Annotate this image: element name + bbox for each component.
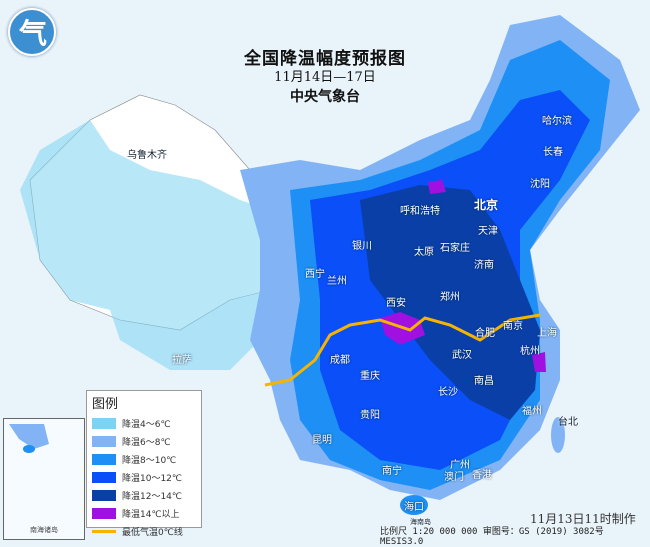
region-14-plus bbox=[428, 180, 446, 194]
legend-item: 降温12～14℃ bbox=[87, 486, 201, 504]
region-14-plus bbox=[532, 352, 546, 372]
region-4-6 bbox=[20, 120, 290, 370]
city-label: 拉萨 bbox=[172, 355, 192, 366]
legend-item: 降温14℃以上 bbox=[87, 504, 201, 522]
city-label: 南京 bbox=[503, 321, 523, 332]
city-label: 太原 bbox=[414, 247, 434, 258]
city-label: 昆明 bbox=[312, 435, 332, 446]
legend-title: 图例 bbox=[92, 397, 119, 412]
city-label: 海南岛 bbox=[410, 518, 431, 526]
legend-label: 降温6～8℃ bbox=[122, 437, 171, 448]
city-label: 贵阳 bbox=[360, 410, 380, 421]
city-label: 郑州 bbox=[440, 292, 460, 303]
legend-line bbox=[92, 529, 116, 533]
city-label: 广州 bbox=[450, 460, 470, 471]
inset-label: 南海诸岛 bbox=[30, 526, 58, 534]
city-label: 南宁 bbox=[382, 466, 402, 477]
city-label: 上海 bbox=[537, 328, 557, 339]
city-label: 福州 bbox=[522, 406, 542, 417]
city-label: 沈阳 bbox=[530, 179, 550, 190]
city-label: 杭州 bbox=[520, 346, 540, 357]
city-label: 银川 bbox=[352, 241, 372, 252]
legend-swatch bbox=[92, 435, 116, 447]
legend-label: 降温14℃以上 bbox=[122, 509, 180, 520]
taiwan-island bbox=[551, 417, 565, 453]
south-china-sea-inset: 南海诸岛 bbox=[3, 418, 85, 540]
city-label: 合肥 bbox=[475, 328, 495, 339]
legend-item: 降温8～10℃ bbox=[87, 450, 201, 468]
city-label: 澳门 bbox=[444, 472, 464, 483]
city-label: 乌鲁木齐 bbox=[127, 150, 167, 161]
city-label: 哈尔滨 bbox=[542, 116, 572, 127]
city-label: 武汉 bbox=[452, 350, 472, 361]
city-label: 长春 bbox=[543, 147, 563, 158]
inset-map bbox=[9, 424, 49, 453]
city-label: 石家庄 bbox=[440, 243, 470, 254]
city-label: 济南 bbox=[474, 260, 494, 271]
city-label: 兰州 bbox=[327, 276, 347, 287]
legend-label: 最低气温0℃线 bbox=[122, 527, 183, 538]
legend-swatch bbox=[92, 471, 116, 483]
legend-item: 降温10～12℃ bbox=[87, 468, 201, 486]
cma-logo: 气 bbox=[8, 8, 56, 56]
city-label: 天津 bbox=[478, 226, 498, 237]
city-label: 呼和浩特 bbox=[400, 206, 440, 217]
legend-item: 降温6～8℃ bbox=[87, 432, 201, 450]
region-12-14 bbox=[360, 185, 540, 420]
city-label: 成都 bbox=[330, 355, 350, 366]
zero-degree-line bbox=[264, 313, 541, 387]
city-label: 重庆 bbox=[360, 371, 380, 382]
city-label: 长沙 bbox=[438, 387, 458, 398]
legend-item: 降温4～6℃ bbox=[87, 414, 201, 432]
legend-swatch bbox=[92, 453, 116, 465]
made-time: 11月13日11时制作 bbox=[530, 512, 636, 526]
city-label: 西宁 bbox=[305, 269, 325, 280]
map-title: 全国降温幅度预报图 bbox=[244, 49, 406, 69]
city-label: 香港 bbox=[472, 470, 492, 481]
legend-swatch bbox=[92, 417, 116, 429]
legend-item: 最低气温0℃线 bbox=[87, 522, 201, 540]
legend-swatch bbox=[92, 489, 116, 501]
city-label: 西安 bbox=[386, 298, 406, 309]
legend-label: 降温8～10℃ bbox=[122, 455, 177, 466]
hainan-island bbox=[400, 495, 428, 515]
legend: 图例 降温4～6℃ 降温6～8℃ 降温8～10℃ 降温10～12℃ 降温12～1… bbox=[86, 390, 202, 538]
city-label: 北京 bbox=[474, 198, 499, 212]
footer-scale-approval: 比例尺 1:20 000 000 审图号：GS (2019) 3082号 MES… bbox=[380, 527, 604, 547]
city-label: 台北 bbox=[558, 417, 578, 428]
legend-swatch bbox=[92, 507, 116, 519]
date-range: 11月14日—17日 bbox=[274, 70, 376, 85]
city-label: 海口 bbox=[404, 502, 424, 513]
legend-label: 降温10～12℃ bbox=[122, 473, 183, 484]
issuer: 中央气象台 bbox=[290, 89, 360, 105]
legend-label: 降温12～14℃ bbox=[122, 491, 183, 502]
legend-label: 降温4～6℃ bbox=[122, 419, 171, 430]
city-label: 南昌 bbox=[474, 376, 494, 387]
